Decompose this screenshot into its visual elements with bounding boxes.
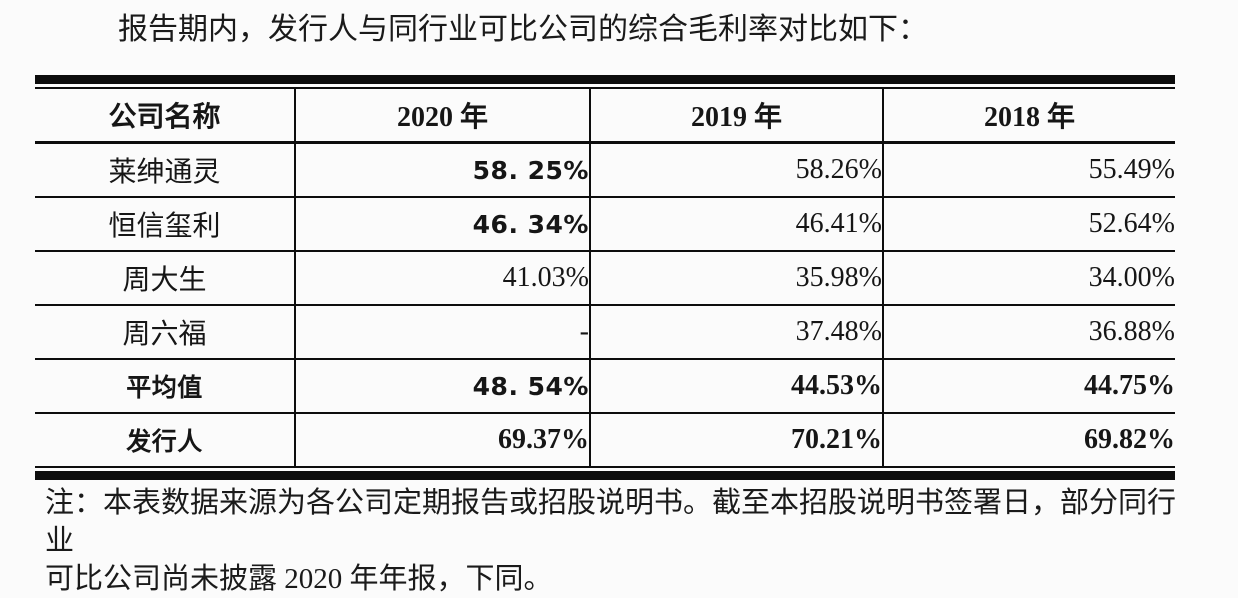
value-2020-cell: 58. 25%: [294, 142, 590, 197]
table-row-issuer: 发行人 69.37% 70.21% 69.82%: [35, 413, 1175, 466]
value-2018-cell: 52.64%: [882, 197, 1175, 251]
table-top-thick-rule: [35, 75, 1175, 84]
company-name-cell: 发行人: [126, 427, 203, 456]
table-row: 周六福 - 37.48% 36.88%: [35, 305, 1175, 359]
intro-paragraph: 报告期内，发行人与同行业可比公司的综合毛利率对比如下：: [118, 13, 928, 46]
value-2019-cell: 70.21%: [589, 413, 883, 466]
table-row: 莱绅通灵 58. 25% 58.26% 55.49%: [35, 142, 1175, 197]
company-name-cell: 周大生: [122, 265, 207, 296]
company-name-cell: 平均值: [126, 373, 203, 402]
value-2018-cell: 55.49%: [882, 142, 1175, 197]
company-name-cell: 恒信玺利: [108, 211, 221, 242]
comparison-table: 公司名称 2020 年 2019 年 2018 年 莱绅通灵 58. 25% 5…: [35, 89, 1175, 466]
footnote-line-2: 可比公司尚未披露 2020 年年报，下同。: [45, 563, 553, 595]
value-2019-cell: 58.26%: [589, 142, 883, 197]
header-company-name: 公司名称: [108, 102, 221, 133]
table-top-thin-rule: [35, 87, 1175, 89]
value-2019-cell: 37.48%: [589, 305, 883, 359]
company-name-cell: 周六福: [122, 319, 207, 350]
value-2020-cell: 41.03%: [294, 251, 590, 305]
header-year-2020: 2020 年: [294, 89, 590, 143]
header-year-2019: 2019 年: [589, 89, 883, 143]
value-2020-cell: 48. 54%: [294, 359, 590, 413]
value-2018-cell: 44.75%: [882, 359, 1175, 413]
value-2019-cell: 35.98%: [589, 251, 883, 305]
table-row: 周大生 41.03% 35.98% 34.00%: [35, 251, 1175, 305]
value-2019-cell: 46.41%: [589, 197, 883, 251]
value-2020-cell: -: [294, 305, 590, 359]
value-2018-cell: 34.00%: [882, 251, 1175, 305]
table-bottom-thick-rule: [35, 471, 1175, 480]
footnote-line-1: 注：本表数据来源为各公司定期报告或招股说明书。截至本招股说明书签署日，部分同行业: [45, 487, 1177, 557]
company-name-cell: 莱绅通灵: [108, 157, 221, 188]
value-2019-cell: 44.53%: [589, 359, 883, 413]
value-2018-cell: 69.82%: [882, 413, 1175, 466]
value-2020-cell: 69.37%: [294, 413, 590, 466]
gross-margin-comparison-table: 公司名称 2020 年 2019 年 2018 年 莱绅通灵 58. 25% 5…: [35, 75, 1175, 480]
header-year-2018: 2018 年: [882, 89, 1175, 143]
footnote: 注：本表数据来源为各公司定期报告或招股说明书。截至本招股说明书签署日，部分同行业…: [45, 484, 1195, 598]
value-2020-cell: 46. 34%: [294, 197, 590, 251]
table-header-row: 公司名称 2020 年 2019 年 2018 年: [35, 89, 1175, 143]
value-2018-cell: 36.88%: [882, 305, 1175, 359]
table-bottom-thin-rule: [35, 466, 1175, 468]
table-row: 恒信玺利 46. 34% 46.41% 52.64%: [35, 197, 1175, 251]
table-row-average: 平均值 48. 54% 44.53% 44.75%: [35, 359, 1175, 413]
